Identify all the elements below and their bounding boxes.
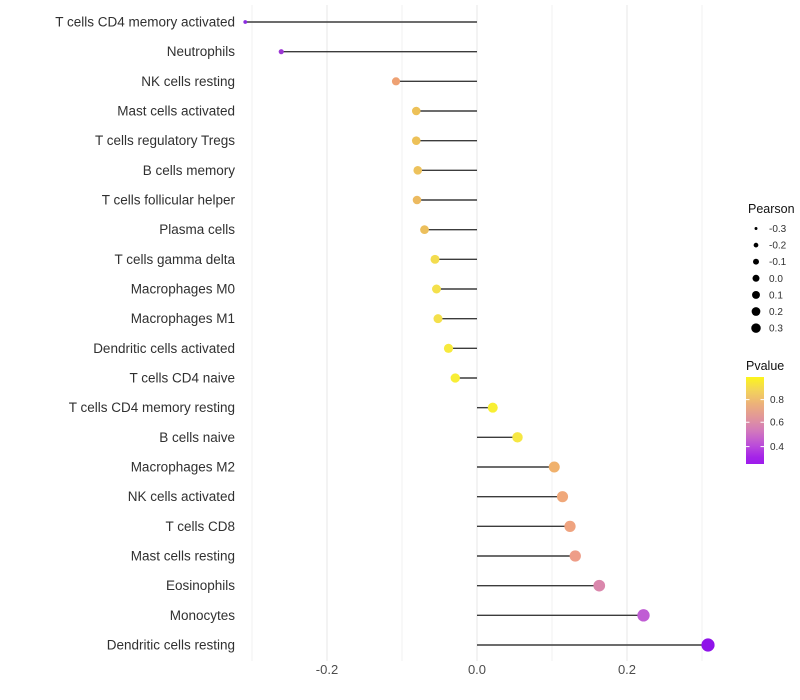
size-legend-label: -0.3 (769, 224, 787, 235)
color-legend-label: 0.8 (770, 395, 784, 406)
lollipop-dot (433, 314, 443, 324)
lollipop-dot (411, 136, 421, 145)
size-legend: Pearson -0.3 -0.2 -0.1 0.0 0.1 0.2 0.3 (748, 202, 795, 335)
color-legend-label: 0.4 (770, 442, 784, 453)
y-axis-label: Monocytes (170, 608, 236, 623)
color-legend-title: Pvalue (746, 359, 784, 373)
lollipop-dot (548, 461, 560, 473)
lollipop-dot (487, 402, 498, 413)
color-legend-label: 0.6 (770, 418, 784, 429)
y-axis-label: T cells CD4 naive (129, 371, 235, 386)
size-legend-label: 0.0 (769, 274, 783, 285)
y-axis-label: NK cells resting (141, 74, 235, 89)
y-axis-label: Neutrophils (167, 44, 236, 59)
size-legend-dot (752, 290, 760, 299)
size-legend-title: Pearson (748, 202, 795, 216)
y-axis-label: Plasma cells (159, 222, 235, 237)
size-legend-label: 0.1 (769, 290, 783, 301)
size-legend-label: 0.2 (769, 307, 783, 318)
lollipop-dot (512, 432, 523, 443)
y-axis-label: B cells memory (143, 163, 236, 178)
lollipop-dot (243, 20, 248, 24)
lollipop-dot (701, 638, 715, 652)
x-axis-tick-labels: -0.2 0.0 0.2 (316, 662, 636, 677)
size-legend-dot (753, 242, 759, 248)
gridlines (251, 5, 703, 661)
color-legend-tick-labels: 0.8 0.6 0.4 (746, 395, 784, 453)
lollipop-dot (443, 343, 454, 353)
y-axis-label: Mast cells resting (131, 549, 235, 564)
lollipop-dot (391, 77, 401, 86)
color-legend: Pvalue 0.8 0.6 0.4 (746, 359, 784, 464)
size-legend-dot (751, 307, 761, 316)
y-axis-label: Dendritic cells activated (93, 341, 235, 356)
lollipop-dot (556, 491, 569, 503)
lollipop-dot (413, 166, 423, 175)
lollipop-dot (569, 550, 581, 562)
y-axis-label: B cells naive (159, 430, 235, 445)
y-axis-label: Macrophages M2 (131, 460, 235, 475)
y-axis-label: T cells CD4 memory activated (55, 15, 235, 30)
y-axis-label: Macrophages M0 (131, 282, 235, 297)
lollipop-dot (430, 254, 440, 264)
lollipop-series (243, 20, 715, 652)
y-axis-label: T cells CD4 memory resting (69, 400, 235, 415)
lollipop-dot (278, 49, 284, 55)
lollipop-dot (637, 609, 650, 622)
y-axis-labels: T cells CD4 memory activated Neutrophils N… (55, 15, 235, 653)
size-legend-dot (752, 274, 760, 282)
y-axis-label: T cells regulatory Tregs (95, 133, 235, 148)
y-axis-label: T cells follicular helper (102, 193, 236, 208)
size-legend-label: 0.3 (769, 324, 783, 335)
pvalue-gradient-bar (746, 377, 764, 464)
x-tick-label: 0.0 (468, 662, 486, 677)
x-tick-label: -0.2 (316, 662, 338, 677)
lollipop-dot (450, 373, 460, 383)
lollipop-dot (412, 195, 422, 205)
y-axis-label: T cells gamma delta (114, 252, 235, 267)
size-legend-label: -0.2 (769, 241, 787, 252)
x-tick-label: 0.2 (618, 662, 636, 677)
lollipop-dot (593, 579, 606, 592)
size-legend-dot (754, 227, 758, 230)
y-axis-label: Dendritic cells resting (107, 638, 235, 653)
size-legend-label: -0.1 (769, 257, 787, 268)
size-legend-entries: -0.3 -0.2 -0.1 0.0 0.1 0.2 0.3 (751, 224, 787, 335)
lollipop-dot (411, 106, 421, 116)
y-axis-label: NK cells activated (128, 489, 235, 504)
y-axis-label: Mast cells activated (117, 104, 235, 119)
y-axis-label: T cells CD8 (165, 519, 235, 534)
y-axis-label: Eosinophils (166, 578, 235, 593)
lollipop-dot (420, 225, 429, 235)
y-axis-label: Macrophages M1 (131, 311, 235, 326)
lollipop-dot (564, 520, 576, 532)
lollipop-dot (432, 284, 441, 294)
size-legend-dot (751, 323, 761, 333)
size-legend-dot (753, 258, 759, 265)
